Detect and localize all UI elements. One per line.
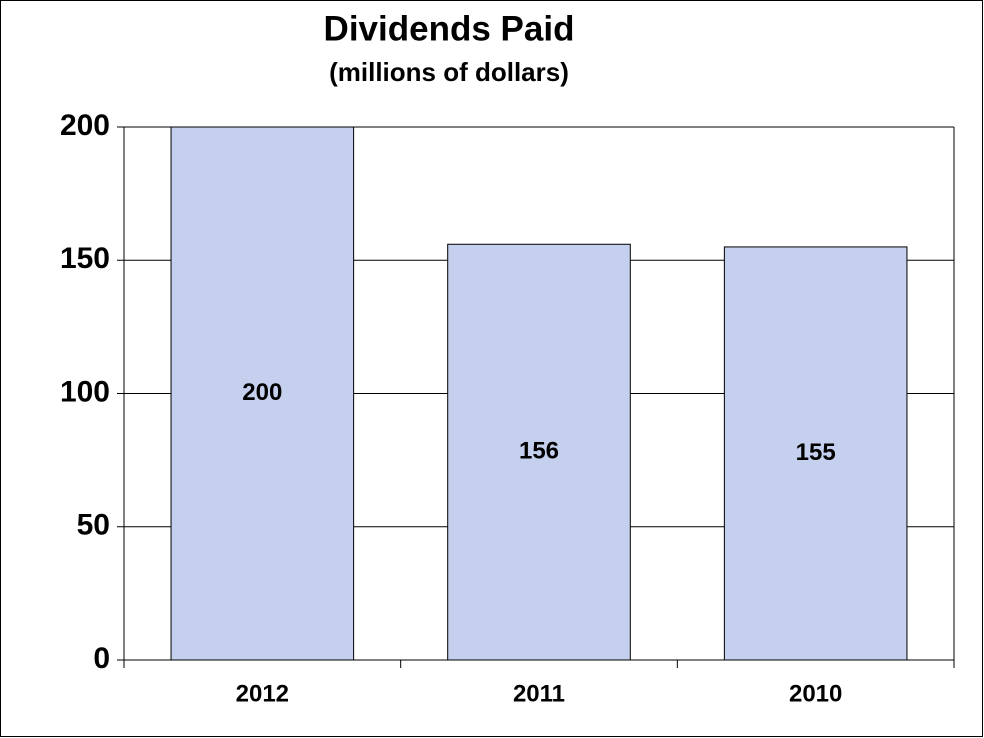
bar <box>447 243 631 661</box>
data-label: 156 <box>519 437 559 464</box>
y-tick-label: 50 <box>77 509 110 542</box>
y-tick-label: 100 <box>60 375 110 408</box>
x-tick-label: 2012 <box>236 680 289 707</box>
x-tick-label: 2010 <box>789 680 842 707</box>
bar <box>723 246 908 661</box>
chart-title: Dividends Paid <box>324 9 575 48</box>
y-tick-label: 150 <box>60 242 110 275</box>
x-tick-label: 2011 <box>513 680 565 707</box>
y-tick-label: 200 <box>60 109 110 142</box>
chart-subtitle: (millions of dollars) <box>329 57 569 87</box>
data-label: 155 <box>796 439 836 466</box>
data-label: 200 <box>242 379 282 406</box>
y-tick-label: 0 <box>93 642 110 675</box>
